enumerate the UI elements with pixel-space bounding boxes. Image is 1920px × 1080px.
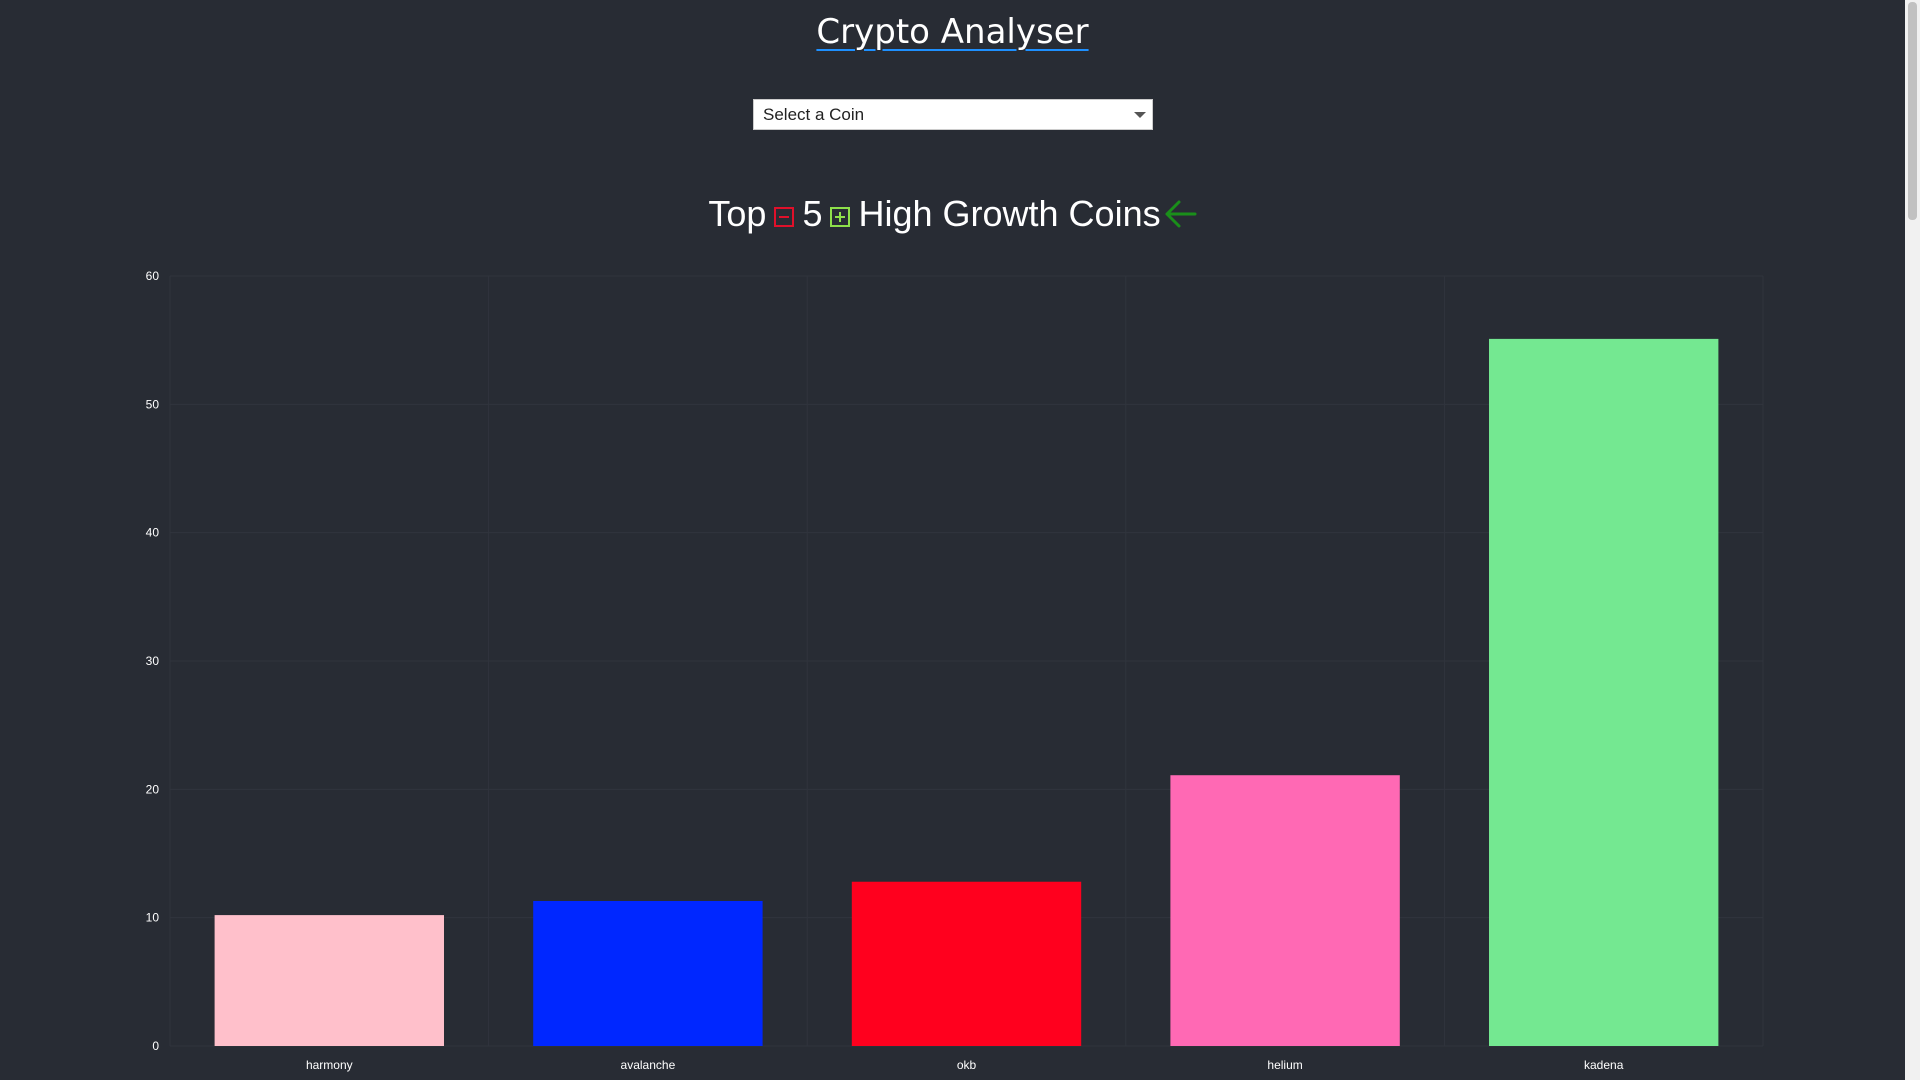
y-tick-label: 40 bbox=[146, 526, 160, 540]
bar-kadena bbox=[1489, 339, 1718, 1046]
x-tick-label: helium bbox=[1267, 1058, 1302, 1072]
vertical-scrollbar[interactable] bbox=[1905, 0, 1920, 1080]
heading-suffix: High Growth Coins bbox=[858, 190, 1160, 238]
plus-square-icon[interactable] bbox=[830, 207, 850, 227]
growth-bar-chart: 0 10 20 30 40 50 60 harmony avalanche okb helium ka… bbox=[0, 255, 1905, 1080]
chart-heading: Top 5 High Growth Coins bbox=[0, 190, 1905, 238]
x-tick-label: okb bbox=[957, 1058, 977, 1072]
x-tick-label: avalanche bbox=[621, 1058, 676, 1072]
y-tick-label: 10 bbox=[146, 911, 160, 925]
chevron-down-icon bbox=[1134, 112, 1146, 118]
x-tick-label: harmony bbox=[306, 1058, 353, 1072]
coin-select-dropdown[interactable]: Select a Coin bbox=[753, 99, 1153, 130]
y-tick-label: 30 bbox=[146, 654, 160, 668]
y-tick-label: 50 bbox=[146, 397, 160, 411]
minus-square-icon[interactable] bbox=[774, 207, 794, 227]
top-count: 5 bbox=[802, 190, 822, 238]
coin-select-value: Select a Coin bbox=[763, 105, 864, 124]
y-tick-label: 60 bbox=[146, 269, 160, 283]
bar-harmony bbox=[215, 915, 444, 1046]
y-tick-label: 20 bbox=[146, 782, 160, 796]
bar-helium bbox=[1170, 775, 1399, 1046]
arrow-left-icon[interactable] bbox=[1163, 199, 1197, 229]
scrollbar-thumb[interactable] bbox=[1908, 2, 1917, 220]
y-tick-label: 0 bbox=[152, 1039, 159, 1053]
heading-prefix: Top bbox=[708, 190, 766, 238]
x-tick-label: kadena bbox=[1584, 1058, 1624, 1072]
bar-okb bbox=[852, 882, 1081, 1046]
app-title[interactable]: Crypto Analyser bbox=[0, 10, 1905, 54]
bar-avalanche bbox=[533, 901, 762, 1046]
